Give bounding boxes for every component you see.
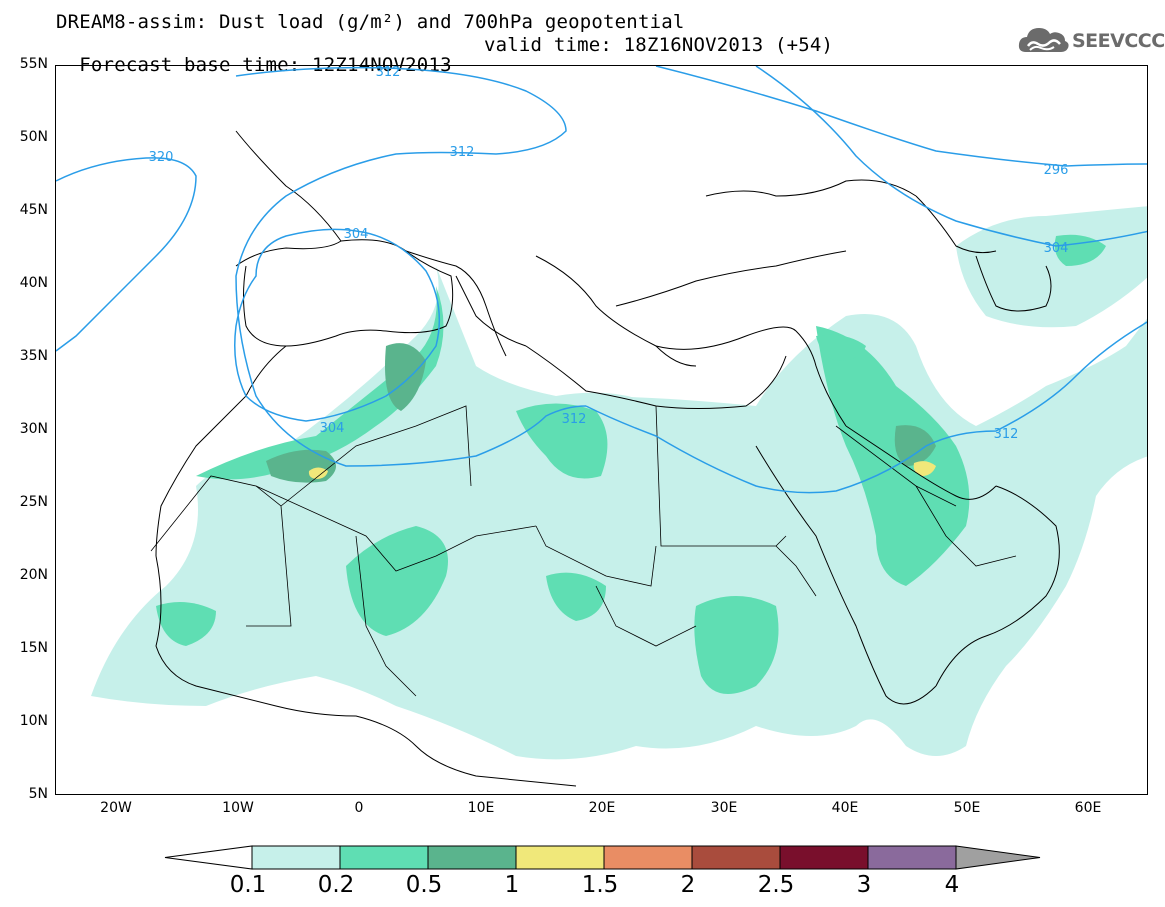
colorbar-label: 1.5 — [581, 872, 619, 898]
chart-title: DREAM8-assim: Dust load (g/m²) and 700hP… — [56, 11, 685, 33]
lon-label: 0 — [354, 800, 364, 816]
contour-label: 320 — [149, 150, 174, 165]
dust-map: 312 320 312 304 304 312 312 296 304 — [56, 66, 1147, 787]
lat-label: 15N — [19, 640, 48, 656]
lat-label: 5N — [28, 786, 48, 802]
colorbar-label: 0.1 — [229, 872, 267, 898]
colorbar-swatch — [603, 845, 693, 870]
contour-label: 304 — [344, 227, 369, 242]
lon-label: 50E — [953, 800, 981, 816]
colorbar-swatch — [867, 845, 957, 870]
contour-label: 312 — [562, 412, 587, 427]
lat-label: 25N — [19, 494, 48, 510]
contour-label: 312 — [450, 145, 475, 160]
logo-text: SEEVCCC — [1072, 30, 1165, 52]
lon-label: 40E — [831, 800, 859, 816]
contour-label: 312 — [994, 427, 1019, 442]
lon-label: 60E — [1074, 800, 1102, 816]
colorbar-label: 2 — [680, 872, 696, 898]
lat-label: 35N — [19, 348, 48, 364]
valid-time: valid time: 18Z16NOV2013 (+54) — [484, 34, 834, 56]
lat-label: 40N — [19, 275, 48, 291]
lat-label: 45N — [19, 202, 48, 218]
lat-label: 50N — [19, 129, 48, 145]
colorbar-swatch — [339, 845, 429, 870]
dust-dark — [266, 343, 936, 483]
contour-labels: 312 320 312 304 304 312 312 296 304 — [149, 66, 1069, 442]
contour-label: 312 — [376, 66, 401, 80]
colorbar-label: 2.5 — [757, 872, 795, 898]
colorbar-label: 0.2 — [317, 872, 355, 898]
colorbar-swatch — [779, 845, 869, 870]
map-frame: 312 320 312 304 304 312 312 296 304 — [55, 65, 1148, 795]
country-borders — [150, 405, 1017, 697]
seevccc-logo: SEEVCCC — [1018, 24, 1165, 58]
lat-label: 30N — [19, 421, 48, 437]
coastlines — [155, 130, 1060, 787]
colorbar-swatch — [251, 845, 341, 870]
colorbar-swatch — [427, 845, 517, 870]
colorbar-label: 3 — [856, 872, 872, 898]
lon-label: 10W — [222, 800, 254, 816]
dust-max — [308, 461, 936, 479]
dust-light — [91, 206, 1147, 760]
contour-label: 296 — [1044, 163, 1069, 178]
colorbar — [164, 845, 1041, 870]
contour-label: 304 — [320, 421, 345, 436]
lat-label: 55N — [19, 56, 48, 72]
colorbar-label: 4 — [944, 872, 960, 898]
lon-label: 20W — [100, 800, 132, 816]
colorbar-swatch — [515, 845, 605, 870]
contour-label: 304 — [1044, 241, 1069, 256]
cloud-icon — [1018, 28, 1069, 52]
lat-label: 10N — [19, 713, 48, 729]
colorbar-swatch — [691, 845, 781, 870]
colorbar-label: 1 — [504, 872, 520, 898]
lon-label: 10E — [467, 800, 495, 816]
lat-label: 20N — [19, 567, 48, 583]
geopotential-contours — [56, 66, 1147, 494]
lon-label: 30E — [710, 800, 738, 816]
colorbar-label: 0.5 — [405, 872, 443, 898]
lon-label: 20E — [588, 800, 616, 816]
